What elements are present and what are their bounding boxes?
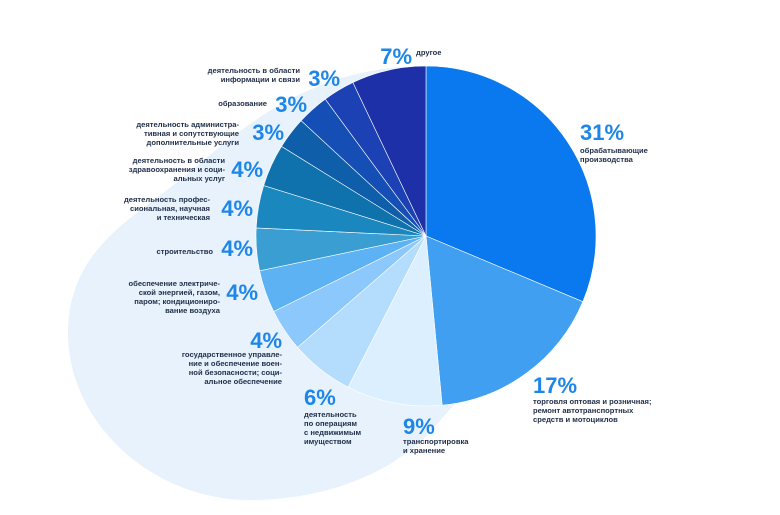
slice-percent-label: 17% bbox=[533, 373, 577, 398]
slice-category-label-line: деятельность в области bbox=[133, 156, 226, 165]
slice-category-label-line: ной безопасности; соци- bbox=[189, 368, 283, 377]
slice-category-label-line: альных услуг bbox=[174, 174, 226, 183]
pie-slice bbox=[425, 65, 597, 303]
slice-category-label-line: деятельность bbox=[304, 410, 357, 419]
slice-category-label: деятельность в области здравоохранения и … bbox=[129, 156, 226, 183]
slice-percent-label: 4% bbox=[231, 157, 263, 182]
slice-category-label: образование bbox=[218, 99, 267, 108]
slice-category-label: деятельность по операциям с недвижимым имущ… bbox=[304, 410, 361, 446]
slice-percent-label: 9% bbox=[403, 414, 435, 439]
slice-category-label: деятельность администра-тивная и сопутст… bbox=[136, 120, 239, 147]
slice-percent-label: 31% bbox=[580, 120, 624, 145]
slice-category-label-line: с недвижимым bbox=[304, 428, 361, 437]
slice-category-label-line: вание воздуха bbox=[165, 306, 221, 315]
slice-category-label-line: ремонт автотранспортных bbox=[533, 406, 634, 415]
slice-category-label: государственное управле-ние и обеспечени… bbox=[182, 350, 283, 386]
slice-category-label-line: ской энергией, газом, bbox=[139, 288, 220, 297]
slice-category-label-line: паром; кондициониро- bbox=[134, 297, 220, 306]
slice-category-label-line: альное обеспечение bbox=[204, 377, 282, 386]
slice-category-label: транспортировка и хранение bbox=[403, 437, 469, 455]
slice-category-label: строительство bbox=[157, 247, 214, 256]
slice-category-label-line: деятельность администра- bbox=[136, 120, 239, 129]
slice-category-label-line: и техническая bbox=[157, 213, 210, 222]
slice-category-label-line: здравоохранения и соци- bbox=[129, 165, 226, 174]
slice-percent-label: 4% bbox=[221, 236, 253, 261]
pie-slice bbox=[425, 235, 584, 406]
slice-category-label-line: обрабатывающие bbox=[580, 146, 648, 155]
slice-category-label-line: информации и связи bbox=[221, 75, 301, 84]
slice-category-label-line: образование bbox=[218, 99, 267, 108]
slice-category-label-line: обеспечение электриче- bbox=[129, 279, 221, 288]
slice-category-label-line: ние и обеспечение воен- bbox=[189, 359, 283, 368]
slice-percent-label: 4% bbox=[221, 196, 253, 221]
slice-category-label-line: транспортировка bbox=[403, 437, 469, 446]
slice-percent-label: 3% bbox=[308, 66, 340, 91]
slice-category-label-line: деятельность в области bbox=[208, 66, 301, 75]
slice-category-label-line: имуществом bbox=[304, 437, 352, 446]
slice-category-label-line: тивная и сопутствующие bbox=[144, 129, 239, 138]
slice-category-label-line: другое bbox=[416, 48, 442, 57]
slice-category-label-line: строительство bbox=[157, 247, 214, 256]
slice-percent-label: 3% bbox=[252, 120, 284, 145]
slice-category-label-line: торговля оптовая и розничная; bbox=[533, 397, 652, 406]
slice-category-label-line: средств и мотоциклов bbox=[533, 415, 618, 424]
slice-category-label: деятельность в области информации и связи bbox=[208, 66, 301, 84]
slice-category-label-line: дополнительные услуги bbox=[147, 138, 240, 147]
pie-slice bbox=[347, 234, 443, 407]
slice-percent-label: 7% bbox=[380, 44, 412, 69]
slice-category-label: другое bbox=[416, 48, 442, 57]
slice-category-label-line: деятельность профес- bbox=[124, 195, 211, 204]
slice-percent-label: 6% bbox=[304, 385, 336, 410]
slice-category-label-line: производства bbox=[580, 155, 634, 164]
pie-slices bbox=[255, 65, 597, 407]
slice-category-label: торговля оптовая и розничная; ремонт авто… bbox=[533, 397, 652, 424]
slice-percent-label: 3% bbox=[275, 92, 307, 117]
slice-category-label-line: и хранение bbox=[403, 446, 445, 455]
pie-slice bbox=[352, 65, 427, 237]
slice-category-label: обрабатывающие производства bbox=[580, 146, 648, 164]
slice-category-label: обеспечение электриче-ской энергией, газ… bbox=[129, 279, 221, 315]
slice-category-label-line: сиональная, научная bbox=[130, 204, 210, 213]
slice-percent-label: 4% bbox=[226, 280, 258, 305]
slice-percent-label: 4% bbox=[250, 328, 282, 353]
slice-category-label: деятельность профес-сиональная, научная и… bbox=[124, 195, 211, 222]
slice-category-label-line: государственное управле- bbox=[182, 350, 283, 359]
slice-labels: 31%обрабатывающие производства 17%торговля… bbox=[124, 44, 652, 455]
slice-category-label-line: по операциям bbox=[304, 419, 357, 428]
